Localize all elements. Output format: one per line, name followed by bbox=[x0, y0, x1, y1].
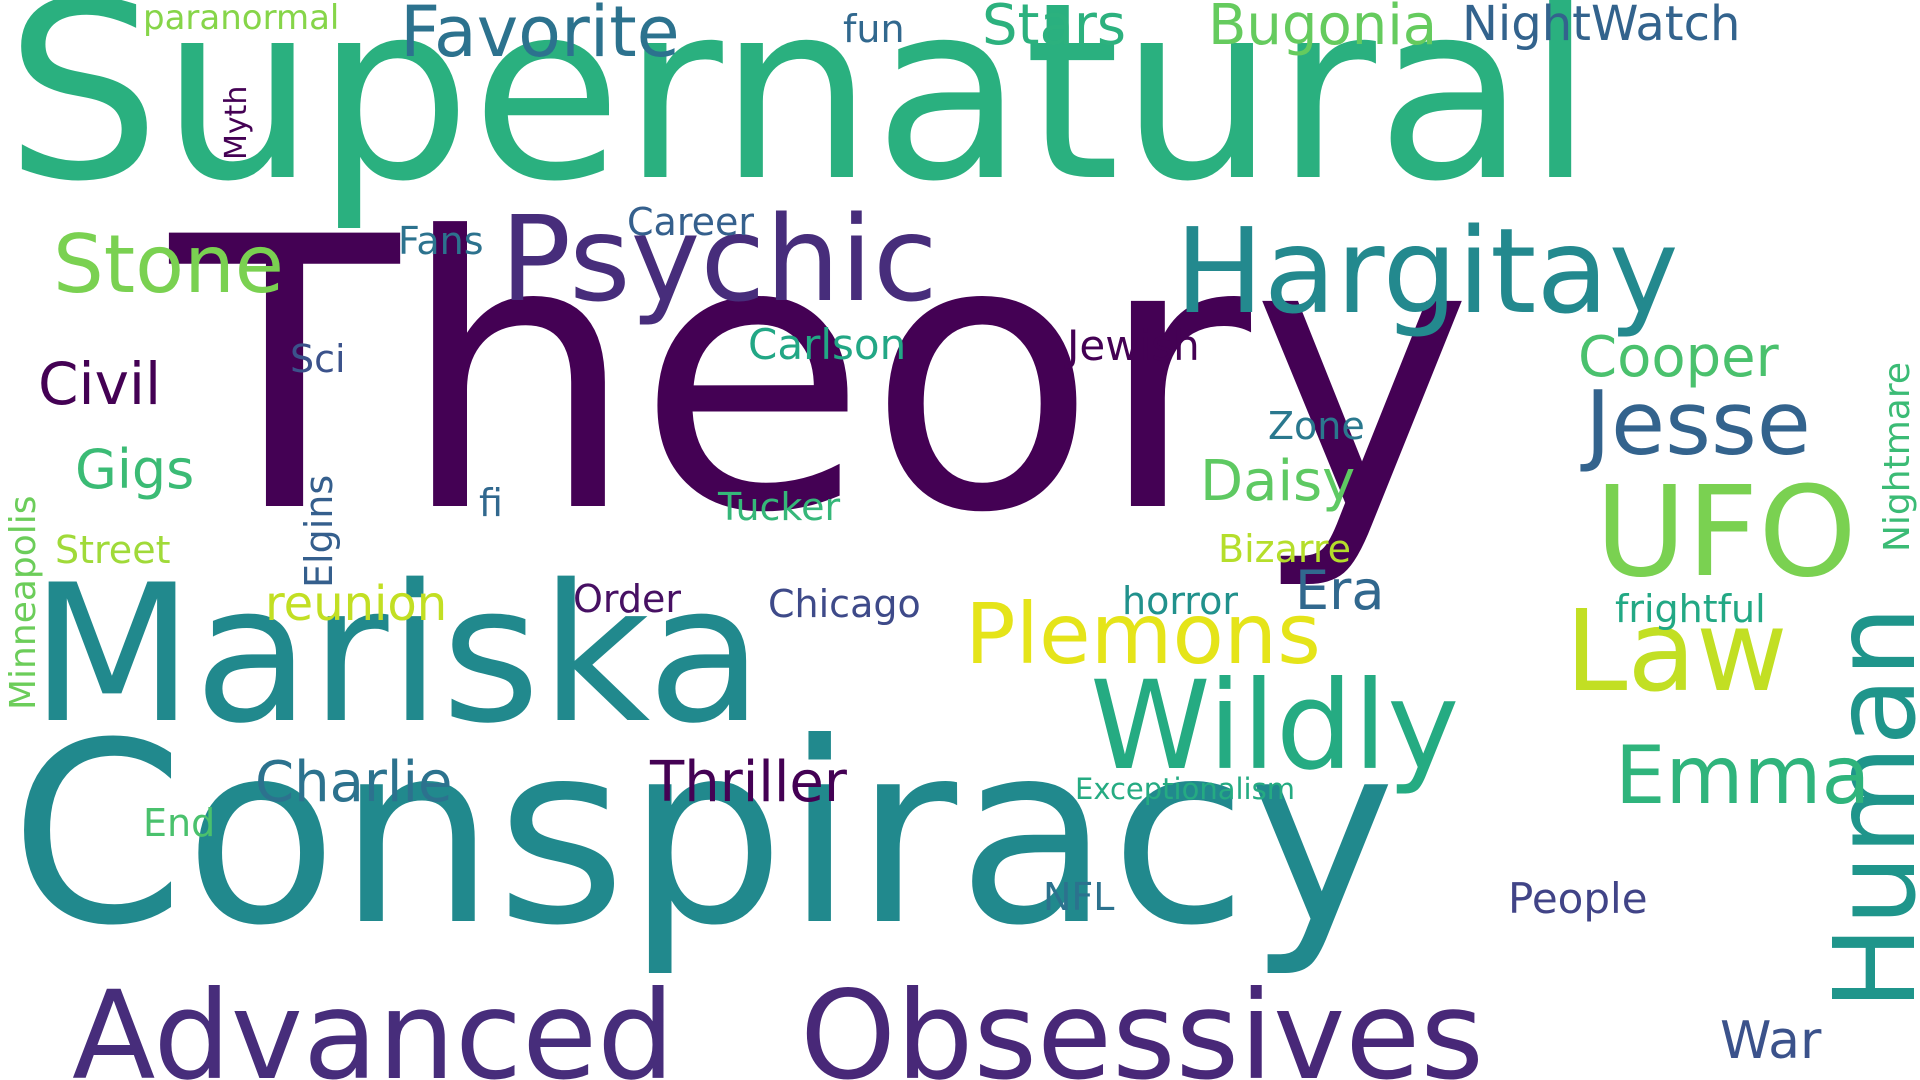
word-fun: fun bbox=[843, 7, 905, 51]
word-stars: Stars bbox=[982, 0, 1127, 58]
word-thriller: Thriller bbox=[650, 750, 847, 815]
word-carlson: Carlson bbox=[748, 320, 907, 369]
word-minneapolis: Minneapolis bbox=[3, 495, 44, 710]
word-mariska: Mariska bbox=[30, 544, 764, 765]
word-paranormal: paranormal bbox=[143, 0, 340, 38]
word-civil: Civil bbox=[38, 350, 162, 418]
word-nightmare: Nightmare bbox=[1877, 361, 1918, 552]
word-fans: Fans bbox=[398, 219, 484, 263]
word-stone: Stone bbox=[53, 218, 285, 311]
word-frightful: frightful bbox=[1615, 587, 1766, 631]
word-daisy: Daisy bbox=[1200, 449, 1356, 514]
word-career: Career bbox=[627, 200, 754, 244]
word-people: People bbox=[1508, 874, 1648, 923]
word-obsessives: Obsessives bbox=[800, 965, 1484, 1080]
word-order: Order bbox=[573, 577, 681, 621]
word-bizarre: Bizarre bbox=[1218, 527, 1351, 571]
word-supernatural: Supernatural bbox=[5, 0, 1595, 235]
word-law: Law bbox=[1565, 587, 1788, 717]
word-jewish: Jewish bbox=[1067, 321, 1200, 370]
word-myth: Myth bbox=[219, 85, 254, 160]
word-wildly: Wildly bbox=[1090, 655, 1460, 797]
word-sci: Sci bbox=[290, 337, 346, 381]
word-gigs: Gigs bbox=[75, 438, 195, 501]
word-chicago: Chicago bbox=[768, 582, 921, 626]
word-favorite: Favorite bbox=[400, 0, 680, 73]
word-elgins: Elgins bbox=[297, 474, 341, 588]
word-tucker: Tucker bbox=[718, 485, 841, 529]
word-psychic: Psychic bbox=[500, 190, 938, 328]
word-advanced: Advanced bbox=[72, 965, 675, 1080]
word-emma: Emma bbox=[1615, 729, 1871, 822]
word-era: Era bbox=[1295, 559, 1385, 622]
word-exceptionalism: Exceptionalism bbox=[1075, 772, 1295, 806]
word-bugonia: Bugonia bbox=[1208, 0, 1438, 58]
word-ufo: UFO bbox=[1595, 460, 1857, 605]
word-fi: fi bbox=[479, 481, 503, 525]
word-zone: Zone bbox=[1268, 404, 1365, 448]
word-war: War bbox=[1720, 1011, 1822, 1071]
word-nightwatch: NightWatch bbox=[1462, 0, 1741, 52]
word-charlie: Charlie bbox=[255, 750, 453, 815]
word-hargitay: Hargitay bbox=[1175, 202, 1679, 340]
word-conspiracy: Conspiracy bbox=[10, 689, 1396, 980]
word-end: End bbox=[143, 801, 216, 845]
word-horror: horror bbox=[1122, 579, 1238, 623]
word-street: Street bbox=[55, 528, 171, 572]
word-nfl: NFL bbox=[1043, 875, 1115, 919]
word-reunion: reunion bbox=[265, 576, 448, 632]
word-cooper: Cooper bbox=[1578, 325, 1779, 390]
word-jesse: Jesse bbox=[1585, 372, 1811, 475]
word-plemons: Plemons bbox=[965, 585, 1321, 683]
word-theory: Theory bbox=[170, 159, 1473, 595]
